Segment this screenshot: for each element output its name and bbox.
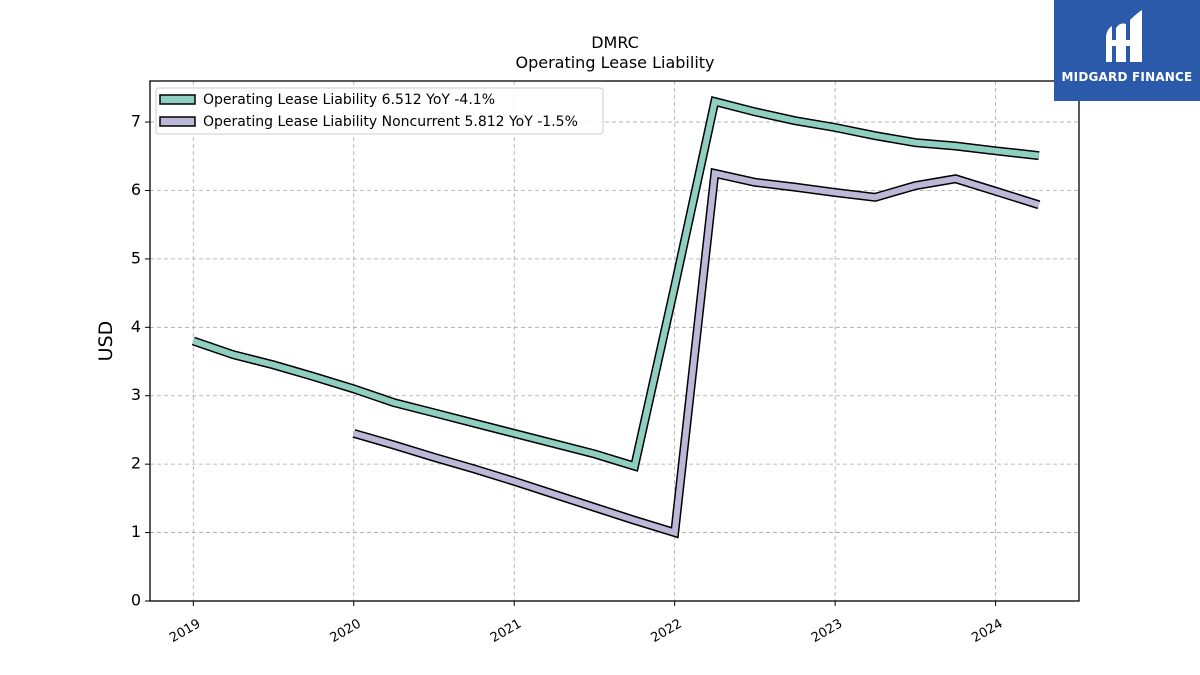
x-tick-label: 2021 xyxy=(488,616,524,646)
x-tick-label: 2020 xyxy=(328,616,364,646)
legend: Operating Lease Liability 6.512 YoY -4.1… xyxy=(155,87,604,135)
y-tick-label: 4 xyxy=(131,317,141,336)
x-tick-label: 2022 xyxy=(649,616,685,646)
legend-swatch-operating-lease-liability xyxy=(159,94,196,105)
y-tick-label: 2 xyxy=(131,454,141,473)
series-outline-operating-lease-liability xyxy=(191,95,1040,472)
x-tick-label: 2024 xyxy=(969,616,1005,646)
grid-lines xyxy=(150,81,1079,602)
x-tick-label: 2023 xyxy=(809,616,845,646)
legend-box xyxy=(155,87,604,135)
legend-label-operating-lease-liability: Operating Lease Liability 6.512 YoY -4.1… xyxy=(203,92,495,108)
y-tick-label: 3 xyxy=(131,385,141,404)
x-tick-label: 2019 xyxy=(167,616,203,646)
plot-frame xyxy=(149,80,1080,602)
series-line-operating-lease-liability xyxy=(192,97,1040,471)
x-axis-ticks: 2019 2020 2021 2022 2023 2024 xyxy=(167,601,1006,646)
logo-text: MIDGARD FINANCE xyxy=(1061,70,1193,84)
y-axis-ticks: 0 1 2 3 4 5 6 7 xyxy=(131,112,150,610)
logo-mark-icon xyxy=(1106,10,1142,62)
y-tick-label: 0 xyxy=(131,591,141,610)
legend-label-operating-lease-liability-noncurrent: Operating Lease Liability Noncurrent 5.8… xyxy=(203,114,578,130)
y-tick-label: 7 xyxy=(131,112,141,131)
series-lines xyxy=(191,95,1041,539)
series-line-operating-lease-liability-noncurrent xyxy=(352,169,1040,537)
chart-subtitle: Operating Lease Liability xyxy=(515,53,714,72)
y-axis-label: USD xyxy=(95,321,117,362)
y-tick-label: 6 xyxy=(131,180,141,199)
y-tick-label: 5 xyxy=(131,248,141,267)
midgard-finance-logo: MIDGARD FINANCE xyxy=(1054,0,1200,101)
legend-swatch-operating-lease-liability-noncurrent xyxy=(159,116,196,127)
chart-title: DMRC xyxy=(591,33,639,52)
y-tick-label: 1 xyxy=(131,522,141,541)
